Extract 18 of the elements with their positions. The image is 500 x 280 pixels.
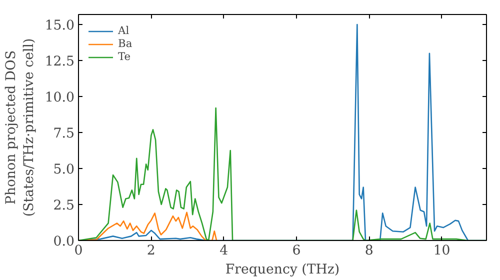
x-tick-label: 6 <box>292 244 301 258</box>
y-axis-title: Phonon projected DOS (States/THz·primitive cell) <box>4 38 37 217</box>
x-tick-label: 8 <box>364 244 374 258</box>
y-tick-label: 15.0 <box>44 18 75 34</box>
y-tick-label: 10.0 <box>44 90 75 106</box>
y-tick-label: 12.5 <box>44 54 75 70</box>
x-tick-label: 10 <box>433 244 450 258</box>
y-tick-label: 2.5 <box>53 198 75 214</box>
legend-label: Ba <box>118 37 134 50</box>
y-tick-label: 7.5 <box>53 126 75 142</box>
x-tick-label: 2 <box>146 244 156 258</box>
y-tick-label: 5.0 <box>53 162 75 178</box>
x-axis-title: Frequency (THz) <box>225 262 340 278</box>
x-tick-label: 4 <box>220 244 228 258</box>
y-tick-label: 0.0 <box>53 234 75 250</box>
x-tick-label: 0 <box>74 244 83 258</box>
legend-label: Al <box>118 24 130 37</box>
legend-label: Te <box>118 50 132 63</box>
